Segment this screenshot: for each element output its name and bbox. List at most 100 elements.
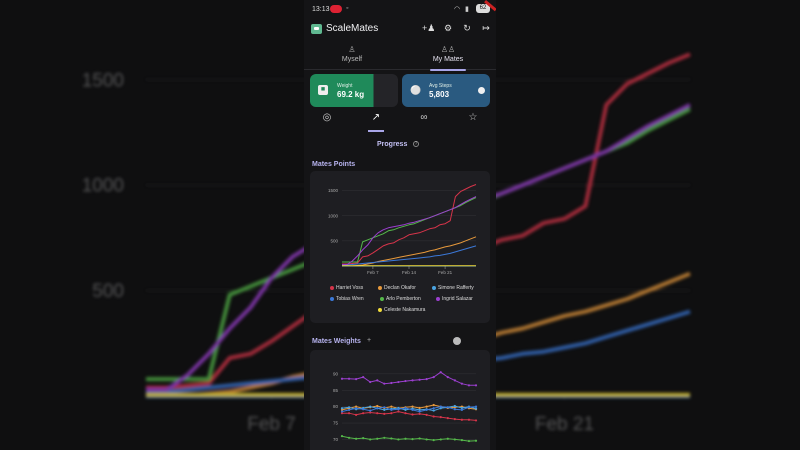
data-point xyxy=(432,415,435,418)
medal-icon[interactable]: ◎ xyxy=(322,112,332,123)
y-tick-label: 80 xyxy=(333,404,339,409)
data-point xyxy=(467,406,471,409)
app-title: ScaleMates xyxy=(326,23,379,34)
data-point xyxy=(390,408,393,412)
group-icon[interactable]: ∞ xyxy=(420,112,428,123)
progress-title: Progress xyxy=(377,141,408,148)
data-point xyxy=(362,412,365,415)
series-line xyxy=(342,411,477,421)
series-line xyxy=(342,236,477,267)
data-point xyxy=(362,376,365,379)
scroll-indicator[interactable] xyxy=(453,337,461,345)
legend-label: Ingrid Salazar xyxy=(442,296,473,302)
data-point xyxy=(439,438,442,441)
data-point xyxy=(460,438,463,442)
y-tick-label: 70 xyxy=(333,437,339,442)
data-point xyxy=(411,438,414,441)
data-point xyxy=(432,409,435,412)
data-point xyxy=(404,406,407,410)
data-point xyxy=(439,407,442,410)
trend-icon[interactable]: ↗ xyxy=(366,112,386,132)
data-point xyxy=(355,405,358,408)
battery-icon: 62 xyxy=(476,4,490,13)
steps-label: Avg Steps xyxy=(429,83,452,89)
data-point xyxy=(340,435,344,438)
steps-card[interactable]: ⚪ Avg Steps 5,803 xyxy=(402,74,490,107)
data-point xyxy=(460,406,463,410)
series-line xyxy=(341,406,477,413)
data-point xyxy=(376,404,379,408)
tab-myself[interactable]: ♙ Myself xyxy=(304,42,400,70)
add-person-icon[interactable]: +♟ xyxy=(422,23,436,33)
data-point xyxy=(340,377,344,380)
data-point xyxy=(411,405,414,408)
data-point xyxy=(411,408,414,412)
tab-my-mates[interactable]: ♙♙ My Mates xyxy=(400,42,496,71)
walking-icon: ⚪ xyxy=(410,85,422,95)
toggle-dot[interactable] xyxy=(478,87,485,94)
help-icon[interactable]: ? xyxy=(413,141,419,147)
series-line xyxy=(342,196,477,265)
add-icon[interactable]: + xyxy=(367,337,372,344)
legend-label: Tobias Wren xyxy=(336,296,364,302)
data-point xyxy=(383,408,386,412)
data-point xyxy=(362,437,365,440)
data-point xyxy=(347,436,351,439)
data-point xyxy=(446,437,449,440)
data-point xyxy=(425,408,428,412)
data-point xyxy=(376,407,379,410)
data-point xyxy=(418,437,421,440)
data-point xyxy=(474,407,478,410)
y-tick-label: 85 xyxy=(333,388,339,393)
legend-item[interactable]: Ingrid Salazar xyxy=(436,296,473,302)
signal-icon: ▮ xyxy=(465,6,469,13)
weight-value: 69.2 kg xyxy=(337,90,365,99)
legend-swatch xyxy=(380,296,384,301)
y-tick-label: 1000 xyxy=(82,176,124,197)
data-point xyxy=(453,438,456,441)
main-tabs: ♙ Myself ♙♙ My Mates xyxy=(304,42,496,71)
legend-item[interactable]: Arlo Pemberton xyxy=(380,296,421,302)
legend-item[interactable]: Simone Rafferty xyxy=(432,285,474,291)
data-point xyxy=(446,376,449,379)
data-point xyxy=(347,406,351,409)
data-point xyxy=(453,404,456,408)
data-point xyxy=(340,410,344,413)
status-time: 13:13 xyxy=(312,6,330,13)
logout-icon[interactable]: ↦ xyxy=(482,23,490,33)
points-chart: 500 1000 1500 Feb 7 Feb 14 Feb 21 xyxy=(328,184,477,275)
data-point xyxy=(383,436,386,439)
data-point xyxy=(404,408,407,412)
data-point xyxy=(425,405,428,408)
weight-card[interactable]: ■ Weight 69.2 kg xyxy=(310,74,398,107)
data-point xyxy=(340,407,344,410)
tab-label: My Mates xyxy=(432,56,464,63)
notification-icon: ◦ xyxy=(346,5,349,12)
data-point xyxy=(369,438,372,441)
legend-item[interactable]: Harriet Voss xyxy=(330,285,363,291)
data-point xyxy=(411,379,414,382)
person-icon: ♙ xyxy=(348,45,356,54)
data-point xyxy=(376,412,379,415)
phone-screen: 13:13 ◦ ◠ ▮ 62 ScaleMates +♟ ⚙ ↻ ↦ ♙ Mys… xyxy=(304,0,496,450)
weights-panel: 70 75 80 85 90 xyxy=(310,350,490,450)
refresh-icon[interactable]: ↻ xyxy=(463,23,471,33)
recording-icon xyxy=(330,5,342,13)
data-point xyxy=(425,438,428,441)
legend-item[interactable]: Celeste Nakamura xyxy=(378,307,425,313)
data-point xyxy=(460,382,463,385)
trophy-icon[interactable]: ☆ xyxy=(468,112,478,123)
data-point xyxy=(390,405,393,408)
gear-icon[interactable]: ⚙ xyxy=(443,23,453,33)
data-point xyxy=(390,437,393,440)
legend-label: Arlo Pemberton xyxy=(386,296,421,302)
y-tick-label: 1500 xyxy=(82,70,124,91)
data-point xyxy=(453,418,456,421)
data-point xyxy=(418,406,421,410)
legend-item[interactable]: Declan Okafor xyxy=(378,285,416,291)
data-point xyxy=(404,437,407,440)
legend-item[interactable]: Tobias Wren xyxy=(330,296,364,302)
data-point xyxy=(467,384,471,387)
data-point xyxy=(432,403,435,407)
y-tick-label: 75 xyxy=(333,421,339,426)
